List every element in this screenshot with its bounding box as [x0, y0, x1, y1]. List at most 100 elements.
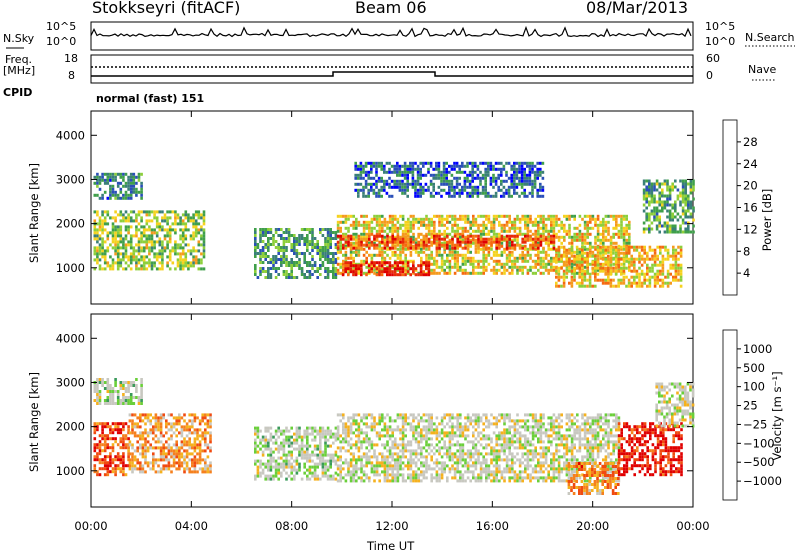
heatmap-cell [505, 234, 509, 238]
heatmap-cell [620, 235, 623, 239]
heatmap-cell [461, 217, 465, 221]
heatmap-cell [609, 250, 613, 254]
heatmap-cell [555, 235, 558, 239]
heatmap-cell [201, 419, 204, 423]
heatmap-cell [578, 257, 581, 261]
heatmap-cell [308, 444, 312, 448]
heatmap-cell [103, 178, 107, 182]
heatmap-cell [119, 219, 123, 223]
heatmap-cell [269, 231, 273, 234]
heatmap-cell [411, 179, 415, 183]
heatmap-cell [503, 268, 506, 272]
heatmap-cell [513, 191, 516, 195]
heatmap-cell [106, 196, 110, 200]
heatmap-cell [109, 470, 112, 474]
heatmap-cell [599, 247, 602, 251]
heatmap-cell [588, 245, 592, 249]
heatmap-cell [254, 231, 257, 234]
heatmap-cell [269, 459, 273, 463]
heatmap-cell [620, 266, 623, 270]
heatmap-cell [98, 434, 102, 438]
heatmap-cell [534, 253, 537, 257]
heatmap-cell [479, 191, 482, 195]
heatmap-cell [440, 241, 444, 245]
heatmap-cell [326, 246, 330, 249]
heatmap-cell [336, 234, 340, 238]
heatmap-cell [515, 173, 519, 177]
heatmap-cell [332, 252, 335, 255]
heatmap-cell [140, 210, 143, 214]
heatmap-cell [550, 217, 553, 221]
heatmap-cell [453, 262, 457, 266]
heatmap-cell [396, 164, 399, 168]
heatmap-cell [381, 226, 384, 230]
heatmap-cell [472, 234, 475, 238]
heatmap-cell [277, 234, 280, 237]
heatmap-cell [381, 256, 384, 260]
heatmap-cell [282, 465, 286, 469]
heatmap-cell [285, 261, 288, 264]
heatmap-cell [391, 240, 394, 244]
heatmap-cell [256, 243, 260, 246]
heatmap-cell [633, 281, 636, 285]
heatmap-cell [583, 251, 587, 255]
heatmap-cell [311, 450, 314, 454]
heatmap-cell [101, 243, 104, 247]
heatmap-cell [539, 185, 542, 189]
heatmap-cell [285, 456, 288, 460]
heatmap-cell [520, 161, 524, 165]
heatmap-cell [602, 238, 605, 242]
heatmap-cell [594, 266, 597, 270]
heatmap-cell [184, 210, 188, 214]
heatmap-cell [370, 170, 373, 174]
heatmap-cell [267, 270, 270, 273]
heatmap-cell [502, 185, 506, 189]
heatmap-cell [620, 251, 623, 255]
heatmap-cell [154, 419, 158, 423]
heatmap-cell [280, 465, 283, 469]
heatmap-cell [324, 453, 327, 457]
heatmap-cell [261, 468, 265, 472]
heatmap-cell [114, 193, 117, 197]
heatmap-cell [285, 255, 288, 258]
heatmap-cell [528, 161, 532, 165]
heatmap-cell [197, 216, 201, 220]
heatmap-cell [612, 245, 615, 249]
heatmap-cell [167, 446, 171, 450]
heatmap-cell [437, 161, 441, 165]
heatmap-cell [684, 221, 687, 225]
heatmap-cell [157, 419, 160, 423]
heatmap-cell [141, 452, 145, 456]
heatmap-cell [627, 278, 631, 282]
heatmap-cell [411, 185, 415, 189]
heatmap-cell [617, 223, 621, 227]
heatmap-cell [124, 473, 128, 477]
heatmap-cell [277, 477, 280, 481]
heatmap-cell [159, 428, 163, 432]
heatmap-cell [414, 185, 417, 189]
heatmap-cell [111, 467, 115, 471]
heatmap-cell [162, 446, 165, 450]
heatmap-cell [295, 432, 299, 436]
heatmap-cell [459, 214, 462, 218]
heatmap-cell [342, 214, 345, 218]
heatmap-cell [360, 237, 363, 241]
heatmap-cell [578, 281, 581, 285]
heatmap-cell [442, 173, 446, 177]
heatmap-cell [111, 443, 115, 447]
heatmap-cell [604, 257, 607, 261]
heatmap-cell [435, 167, 438, 171]
heatmap-cell [479, 247, 483, 251]
heatmap-cell [106, 443, 110, 447]
heatmap-cell [472, 217, 475, 221]
heatmap-cell [274, 432, 278, 436]
heatmap-cell [607, 214, 610, 218]
heatmap-cell [332, 264, 335, 267]
heatmap-cell [324, 450, 327, 454]
heatmap-cell [135, 213, 138, 217]
heatmap-cell [155, 252, 159, 256]
heatmap-cell [539, 271, 543, 275]
heatmap-cell [311, 258, 314, 261]
heatmap-cell [129, 246, 133, 250]
heatmap-cell [508, 256, 511, 260]
